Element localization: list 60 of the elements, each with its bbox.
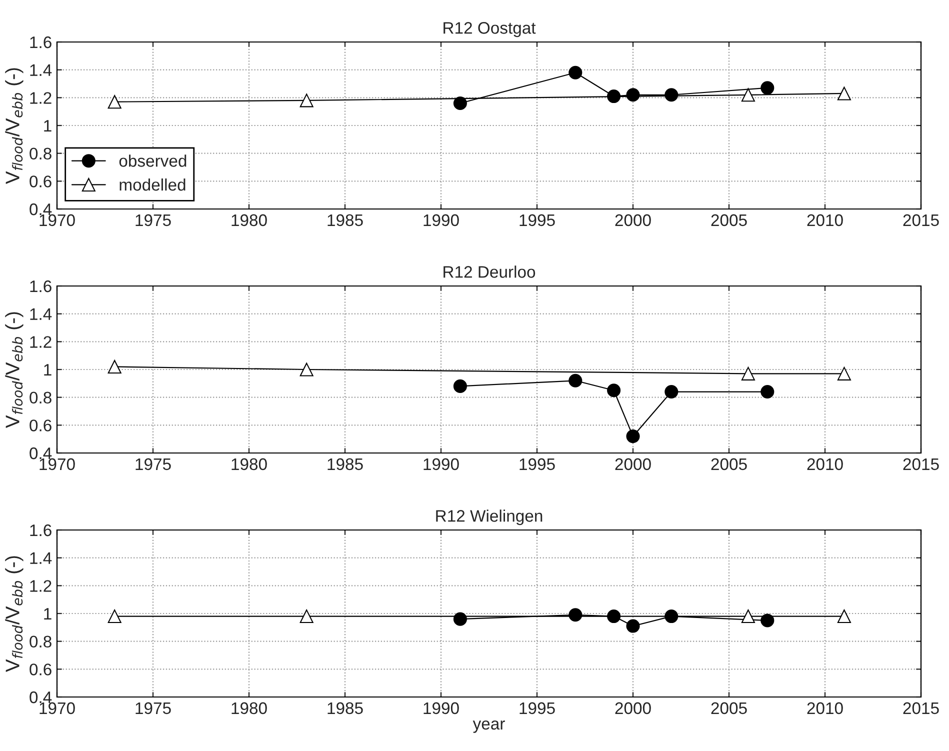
legend-label: observed (119, 154, 186, 167)
x-tick-label: 2005 (711, 458, 747, 470)
y-tick-label: 1 (44, 364, 52, 376)
y-tick-label: 1.6 (30, 280, 52, 292)
x-tick-label: 1990 (424, 214, 459, 226)
chart-title: R12 Deurloo (444, 266, 536, 278)
x-axis-title: year (472, 720, 505, 733)
y-tick-label: 1.2 (30, 580, 52, 592)
y-tick-label: 0.6 (30, 664, 52, 676)
y-tick-label: 1.6 (30, 524, 52, 536)
x-tick-label: 2005 (711, 214, 747, 226)
x-tick-label: 1970 (40, 214, 75, 226)
y-tick-label: 1.4 (30, 64, 52, 76)
x-tick-label: 1980 (232, 458, 267, 470)
x-tick-label: 1995 (520, 702, 555, 714)
y-tick-label: 0.6 (30, 176, 52, 188)
y-axis-title: V$_{flood}$/V$_{ebb}$ (-) (5, 556, 24, 672)
y-tick-label: 1.4 (30, 308, 52, 320)
legend-label: modelled (120, 178, 186, 191)
y-axis-title: V$_{flood}$/V$_{ebb}$ (-) (5, 68, 24, 184)
x-tick-label: 1985 (328, 214, 363, 226)
y-tick-label: 1 (44, 608, 52, 620)
x-tick-label: 1980 (232, 214, 267, 226)
y-tick-label: 1 (44, 120, 52, 132)
y-tick-label: 0.4 (30, 691, 52, 704)
x-tick-label: 1985 (328, 702, 363, 714)
x-tick-label: 1980 (232, 702, 267, 714)
y-tick-label: 0.4 (30, 447, 52, 460)
y-tick-label: 0.8 (30, 148, 52, 160)
x-tick-label: 2010 (807, 702, 843, 714)
x-tick-label: 2000 (615, 702, 651, 714)
x-tick-label: 1995 (520, 214, 555, 226)
y-tick-label: 0.8 (30, 636, 52, 648)
x-tick-label: 2010 (807, 214, 843, 226)
chart-title: R12 Oostgat (444, 22, 536, 38)
x-tick-label: 1975 (136, 214, 171, 226)
x-tick-label: 1990 (424, 702, 459, 714)
x-tick-label: 1970 (40, 458, 75, 470)
x-tick-label: 1970 (40, 702, 75, 714)
x-tick-label: 2000 (615, 458, 651, 470)
chart-title: R12 Wielingen (436, 510, 542, 526)
y-tick-label: 1.2 (30, 336, 52, 348)
x-tick-label: 1995 (520, 458, 555, 470)
x-tick-label: 2015 (903, 702, 939, 714)
y-tick-label: 1.2 (30, 92, 52, 104)
y-tick-label: 1.4 (30, 552, 52, 564)
x-tick-label: 2000 (615, 214, 651, 226)
y-axis-title: V$_{flood}$/V$_{ebb}$ (-) (5, 312, 24, 428)
y-tick-label: 0.4 (30, 203, 52, 216)
x-tick-label: 2005 (711, 702, 747, 714)
x-tick-label: 1975 (136, 702, 171, 714)
x-tick-label: 2010 (807, 458, 843, 470)
y-tick-label: 0.6 (30, 420, 52, 432)
x-tick-label: 2015 (903, 458, 939, 470)
x-tick-label: 1975 (136, 458, 171, 470)
x-tick-label: 1985 (328, 458, 363, 470)
x-tick-label: 1990 (424, 458, 459, 470)
y-tick-label: 1.6 (30, 36, 52, 48)
x-tick-label: 2015 (903, 214, 939, 226)
y-tick-label: 0.8 (30, 392, 52, 404)
